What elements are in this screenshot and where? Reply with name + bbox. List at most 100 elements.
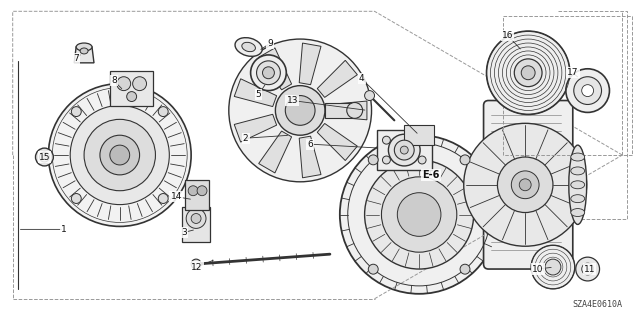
Circle shape	[132, 77, 147, 91]
Polygon shape	[300, 136, 321, 178]
Circle shape	[576, 257, 600, 281]
Text: 17: 17	[567, 68, 579, 77]
Text: 10: 10	[532, 264, 544, 273]
Ellipse shape	[571, 153, 585, 161]
Circle shape	[188, 186, 198, 196]
Text: 1: 1	[61, 225, 67, 234]
Circle shape	[110, 145, 130, 165]
Circle shape	[116, 77, 131, 91]
Circle shape	[519, 179, 531, 191]
Bar	[325, 102, 355, 118]
Ellipse shape	[569, 145, 587, 225]
Text: 7: 7	[73, 54, 79, 63]
Bar	[182, 207, 210, 242]
Bar	[110, 71, 154, 107]
Polygon shape	[234, 114, 276, 142]
Circle shape	[460, 264, 470, 274]
Circle shape	[515, 59, 542, 87]
Circle shape	[84, 119, 156, 191]
Circle shape	[275, 85, 325, 135]
Text: 3: 3	[181, 228, 187, 237]
Polygon shape	[317, 123, 357, 160]
Circle shape	[460, 155, 470, 165]
Circle shape	[35, 148, 53, 166]
Circle shape	[497, 157, 553, 212]
Polygon shape	[300, 43, 321, 85]
Circle shape	[70, 106, 170, 204]
Polygon shape	[327, 101, 367, 120]
Ellipse shape	[571, 181, 585, 189]
Circle shape	[186, 209, 206, 228]
Circle shape	[531, 245, 575, 289]
Circle shape	[42, 155, 47, 159]
Text: 9: 9	[268, 39, 273, 48]
Text: 16: 16	[502, 31, 513, 40]
Circle shape	[71, 107, 81, 116]
Circle shape	[400, 146, 408, 154]
Polygon shape	[259, 48, 292, 90]
FancyBboxPatch shape	[484, 100, 573, 269]
Circle shape	[40, 152, 49, 162]
Text: 8: 8	[111, 76, 116, 85]
Text: 11: 11	[584, 264, 595, 273]
Ellipse shape	[571, 209, 585, 217]
Circle shape	[197, 186, 207, 196]
Circle shape	[574, 77, 602, 105]
Text: 14: 14	[171, 192, 182, 201]
Polygon shape	[74, 47, 94, 63]
Circle shape	[251, 55, 286, 91]
Ellipse shape	[235, 38, 262, 56]
Text: 15: 15	[38, 152, 50, 161]
Circle shape	[49, 84, 191, 226]
Circle shape	[383, 156, 390, 164]
Circle shape	[368, 264, 378, 274]
Polygon shape	[259, 131, 292, 173]
Circle shape	[383, 136, 390, 144]
Text: 12: 12	[191, 263, 203, 271]
Circle shape	[262, 67, 275, 79]
Circle shape	[285, 96, 315, 125]
Text: 13: 13	[287, 96, 298, 105]
Text: 2: 2	[243, 134, 248, 143]
Circle shape	[347, 102, 363, 118]
Ellipse shape	[76, 43, 92, 51]
Circle shape	[521, 66, 535, 80]
Ellipse shape	[242, 42, 255, 52]
Text: 6: 6	[307, 140, 313, 149]
Circle shape	[486, 31, 570, 115]
Bar	[185, 180, 209, 210]
Circle shape	[365, 160, 474, 269]
Ellipse shape	[571, 195, 585, 203]
Text: 4: 4	[359, 74, 364, 83]
Circle shape	[582, 263, 593, 275]
Circle shape	[566, 69, 609, 112]
Polygon shape	[234, 79, 276, 107]
Circle shape	[418, 136, 426, 144]
Bar	[404, 125, 434, 145]
Circle shape	[511, 171, 539, 199]
Circle shape	[545, 259, 561, 275]
Circle shape	[368, 155, 378, 165]
Circle shape	[100, 135, 140, 175]
Circle shape	[229, 39, 372, 182]
Circle shape	[71, 194, 81, 204]
Circle shape	[388, 134, 420, 166]
Text: SZA4E0610A: SZA4E0610A	[572, 300, 622, 309]
Circle shape	[158, 194, 168, 204]
Circle shape	[191, 213, 201, 223]
Circle shape	[340, 135, 499, 294]
Text: E-6: E-6	[422, 170, 440, 180]
Circle shape	[381, 177, 457, 252]
Circle shape	[394, 140, 414, 160]
Circle shape	[257, 61, 280, 85]
Ellipse shape	[571, 167, 585, 175]
Circle shape	[464, 123, 587, 246]
Circle shape	[127, 92, 136, 101]
Circle shape	[191, 259, 201, 269]
Circle shape	[418, 156, 426, 164]
Circle shape	[158, 107, 168, 116]
Text: 5: 5	[255, 90, 261, 99]
Circle shape	[582, 85, 593, 97]
Polygon shape	[376, 130, 432, 170]
Polygon shape	[317, 60, 357, 97]
